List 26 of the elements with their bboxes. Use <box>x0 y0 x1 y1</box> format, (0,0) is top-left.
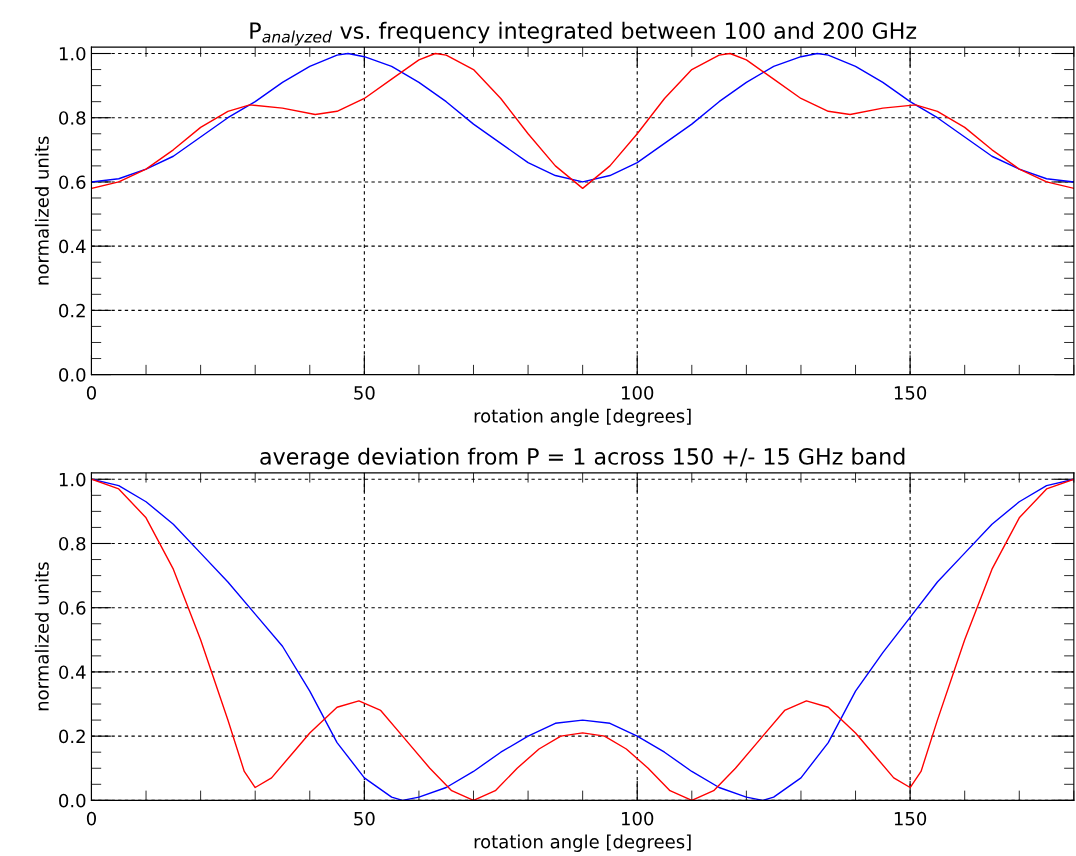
y-axis-title: normalized units <box>34 562 49 711</box>
y-tick-label: 0.8 <box>59 536 86 551</box>
x-tick-label: 50 <box>354 386 375 400</box>
x-axis-title: rotation angle [degrees] <box>474 834 691 852</box>
x-tick-label: 0 <box>86 811 96 826</box>
y-tick-label: 0.0 <box>59 368 86 382</box>
x-tick-label: 100 <box>621 811 654 826</box>
y-tick-label: 1.0 <box>59 472 86 487</box>
y-tick-label: 0.4 <box>59 665 86 680</box>
x-tick-label: 150 <box>894 386 927 400</box>
y-tick-label: 0.0 <box>59 793 86 808</box>
x-tick-label: 50 <box>354 811 375 826</box>
y-tick-label: 0.6 <box>59 175 86 190</box>
y-axis-title: normalized units <box>34 136 49 285</box>
x-tick-label: 0 <box>86 386 96 400</box>
y-tick-label: 0.2 <box>59 303 85 318</box>
chart-title: P$_{analyzed}$ vs. frequency integrated between 100 and 200 GHz <box>250 21 917 46</box>
y-tick-label: 0.8 <box>59 111 86 125</box>
x-axis-title: rotation angle [degrees] <box>474 408 691 427</box>
x-tick-label: 100 <box>621 386 654 400</box>
y-tick-label: 1.0 <box>59 46 86 61</box>
x-tick-label: 150 <box>894 811 927 826</box>
y-tick-label: 0.4 <box>59 239 86 254</box>
chart-title: average deviation from P = 1 across 150 +/- 15 GHz band <box>260 447 905 470</box>
y-tick-label: 0.6 <box>59 601 86 615</box>
y-tick-label: 0.2 <box>59 729 85 744</box>
